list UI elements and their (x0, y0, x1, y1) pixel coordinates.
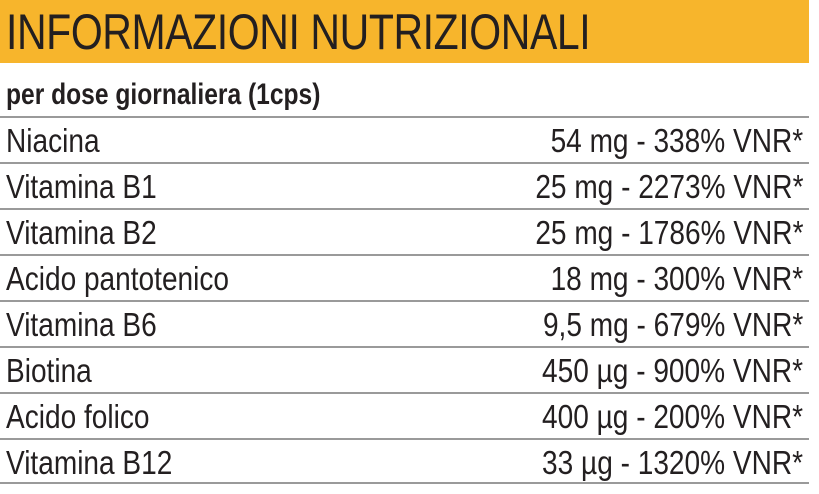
nutrient-name: Niacina (6, 122, 100, 159)
nutrient-amount: 25 mg - 1786% VNR* (534, 214, 803, 251)
nutrient-name: Vitamina B12 (6, 444, 173, 481)
table-row: Vitamina B1 25 mg - 2273% VNR* (0, 162, 809, 208)
table-row: Acido pantotenico 18 mg - 300% VNR* (0, 254, 809, 300)
nutrient-amount: 33 µg - 1320% VNR* (542, 444, 803, 481)
nutrient-amount: 400 µg - 200% VNR* (542, 398, 803, 435)
nutrient-amount: 54 mg - 338% VNR* (550, 122, 803, 159)
table-row: Niacina 54 mg - 338% VNR* (0, 116, 809, 162)
nutrient-name: Acido pantotenico (6, 260, 230, 297)
table-row: Vitamina B6 9,5 mg - 679% VNR* (0, 300, 809, 346)
title: INFORMAZIONI NUTRIZIONALI (6, 4, 591, 60)
nutrient-name: Vitamina B1 (6, 168, 157, 205)
table-row: Acido folico 400 µg - 200% VNR* (0, 392, 809, 438)
nutrient-name: Vitamina B2 (6, 214, 157, 251)
nutrient-name: Acido folico (6, 398, 150, 435)
nutrient-amount: 25 mg - 2273% VNR* (534, 168, 803, 205)
nutrient-amount: 9,5 mg - 679% VNR* (542, 306, 803, 343)
table-row: Vitamina B2 25 mg - 1786% VNR* (0, 208, 809, 254)
nutrient-amount: 450 µg - 900% VNR* (542, 352, 803, 389)
nutrient-amount: 18 mg - 300% VNR* (550, 260, 803, 297)
nutrient-name: Biotina (6, 352, 92, 389)
nutrition-table: Niacina 54 mg - 338% VNR* Vitamina B1 25 mg… (0, 116, 809, 484)
table-row: Biotina 450 µg - 900% VNR* (0, 346, 809, 392)
subtitle: per dose giornaliera (1cps) (6, 78, 321, 111)
title-banner: INFORMAZIONI NUTRIZIONALI (0, 0, 809, 63)
table-row: Vitamina B12 33 µg - 1320% VNR* (0, 438, 809, 484)
nutrient-name: Vitamina B6 (6, 306, 157, 343)
